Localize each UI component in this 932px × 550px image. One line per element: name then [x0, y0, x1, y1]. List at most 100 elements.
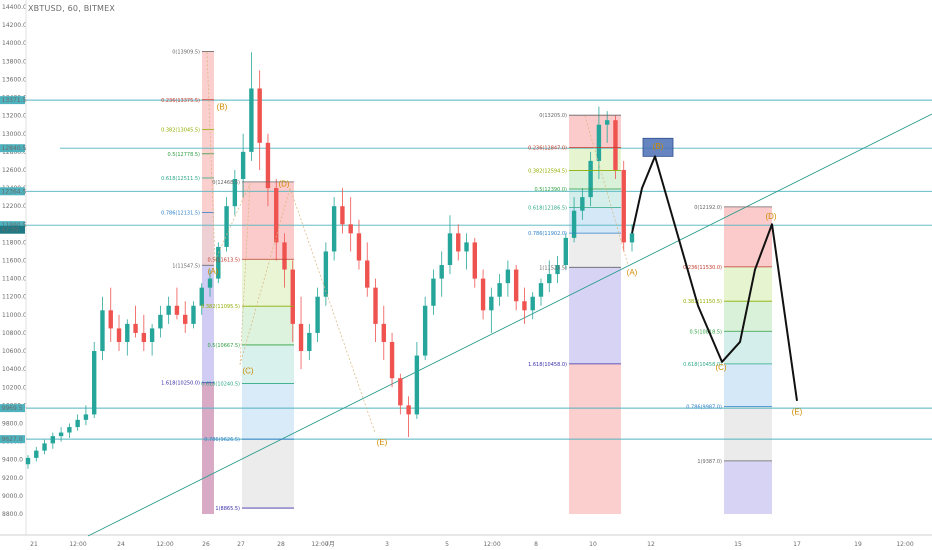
candle-body — [149, 328, 155, 342]
fib-right-zone-3 — [569, 170, 621, 189]
fib-mid-label: 0(12468.5) — [212, 180, 240, 186]
candle-body — [456, 233, 461, 252]
wave-label: (B) — [217, 102, 228, 111]
wave-label: (D) — [765, 212, 776, 221]
candle-body — [240, 151, 246, 180]
candle-body — [580, 197, 585, 211]
candle-body — [191, 305, 196, 324]
fib-left-zone-bottom — [202, 382, 214, 514]
fib-right-label: 0.5(12390.0) — [534, 187, 567, 193]
fib-mid-label: 0.618(10240.5) — [201, 382, 240, 388]
y-tick-label: 9200.0 — [2, 475, 23, 482]
wave-label: (A) — [208, 267, 219, 276]
fib-proj-label: 0.618(10458.0) — [683, 362, 722, 368]
y-tick-label: 9400.0 — [2, 457, 23, 464]
x-tick-label: 12:00 — [311, 541, 328, 548]
wave-b-target-box — [642, 137, 674, 157]
price-tag-label: 12364.5 — [2, 188, 27, 195]
y-tick-label: 13000.0 — [2, 131, 27, 138]
price-tag-bg — [0, 187, 25, 196]
fib-proj-zone-1 — [724, 206, 772, 267]
candle-body — [422, 305, 428, 356]
price-tag-bg — [0, 225, 25, 234]
price-tag-label: 9627.0 — [2, 436, 23, 443]
candle-body — [224, 206, 229, 247]
candle-body — [216, 246, 221, 279]
x-tick-label: 27 — [237, 541, 245, 548]
candle-body — [621, 169, 626, 243]
candle-body — [522, 301, 527, 311]
y-tick-label: 10800.0 — [2, 330, 27, 337]
price-tag-label: 12840.5 — [2, 145, 27, 152]
candle-body — [58, 432, 64, 437]
x-tick-label: 12:00 — [69, 541, 86, 548]
candle-body — [513, 269, 519, 302]
fib-right-zone-5 — [569, 207, 621, 234]
price-tag-bg — [0, 96, 25, 105]
price-tag-label: 13371.5 — [2, 97, 27, 104]
fib-left-label: 0.786(12131.5) — [161, 210, 200, 216]
y-tick-label: 14400.0 — [2, 4, 27, 11]
candle-body — [389, 341, 395, 379]
x-tick-label: 24 — [117, 541, 125, 548]
candle-body — [629, 233, 635, 243]
y-tick-label: 11800.0 — [2, 239, 27, 246]
wave-guide-line — [289, 187, 376, 433]
candle-body — [331, 206, 337, 252]
candle-body — [50, 436, 56, 444]
candle-body — [563, 237, 569, 266]
candle-body — [91, 351, 97, 415]
candle-body — [166, 305, 171, 315]
projection-path — [631, 155, 798, 401]
fib-right-label: 0.382(12594.5) — [528, 168, 567, 174]
candle-body — [530, 296, 535, 311]
candle-body — [497, 283, 502, 297]
fib-right-zone-6 — [569, 233, 621, 268]
y-tick-label: 13800.0 — [2, 58, 27, 65]
fib-mid-zone-6 — [242, 439, 294, 509]
fib-proj-zone-2 — [724, 266, 772, 302]
x-tick-label: 12:00 — [483, 541, 500, 548]
wave-label: (B) — [653, 142, 664, 151]
fib-mid-zone-5 — [242, 383, 294, 440]
price-tag-bg — [0, 435, 25, 444]
fib-left-label: 0(13909.5) — [172, 49, 200, 55]
fib-proj-label: 0.5(10818.5) — [689, 329, 722, 335]
candle-body — [596, 124, 602, 161]
candle-body — [108, 310, 113, 329]
candle-body — [257, 88, 262, 143]
wave-guide-line — [584, 115, 629, 266]
candle-body — [538, 283, 544, 297]
candle-body — [414, 355, 420, 415]
fib-right-label: 0.618(12186.5) — [528, 205, 567, 211]
fib-right-zone-2 — [569, 147, 621, 171]
candle-body — [207, 278, 213, 288]
candle-body — [381, 323, 386, 342]
y-tick-label: 10400.0 — [2, 366, 27, 373]
x-tick-label: 21 — [30, 541, 38, 548]
wave-label: (E) — [377, 438, 388, 447]
candle-body — [174, 305, 180, 315]
y-tick-label: 11000.0 — [2, 312, 27, 319]
candle-body — [505, 269, 511, 284]
fib-mid-label: 0.5(10667.5) — [207, 343, 240, 349]
fib-proj-label: 0.382(11150.5) — [683, 299, 722, 305]
candle-body — [100, 310, 105, 352]
candle-body — [125, 323, 130, 342]
y-tick-label: 8800.0 — [2, 511, 23, 518]
fib-mid-zone-4 — [242, 344, 294, 384]
candle-body — [141, 332, 147, 342]
fib-right-label: 0(13205.0) — [539, 113, 567, 119]
fib-right-zone-1 — [569, 115, 621, 148]
price-tag-label: 11990.5 — [2, 222, 27, 229]
fib-right-label: 0.236(12847.0) — [528, 146, 567, 152]
fib-proj-label: 1(9387.0) — [697, 459, 722, 465]
x-tick-label: 28 — [277, 541, 285, 548]
y-tick-label: 14200.0 — [2, 22, 27, 29]
x-tick-label: 26 — [202, 541, 210, 548]
y-tick-label: 11400.0 — [2, 276, 27, 283]
candle-body — [307, 332, 312, 352]
x-tick-label: 7月 — [325, 541, 335, 548]
fib-proj-zone-5 — [724, 363, 772, 407]
